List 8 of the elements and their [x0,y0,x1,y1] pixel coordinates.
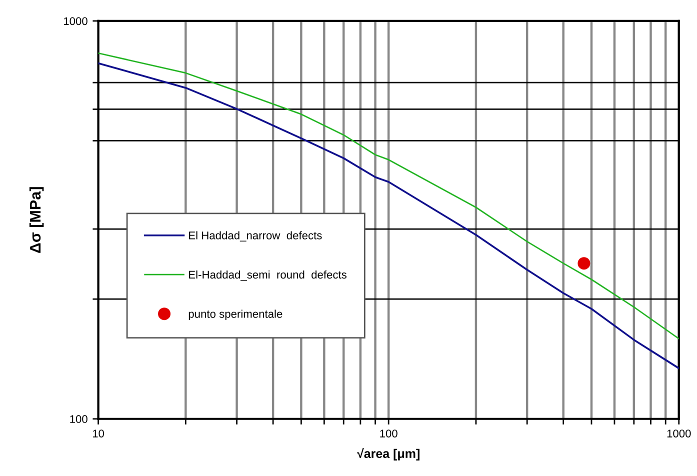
x-tick-label: 1000 [667,430,691,438]
x-tick-label: 100 [380,430,398,438]
legend-label: El-Haddad_semi round defects [189,270,346,281]
legend-label: punto sperimentale [188,310,282,320]
y-axis-title: Δσ [MPa] [29,187,44,253]
x-tick-label: 10 [92,430,104,438]
x-axis-title: √area [μm] [357,448,420,460]
legend-label: El Haddad_narrow defects [189,231,322,242]
